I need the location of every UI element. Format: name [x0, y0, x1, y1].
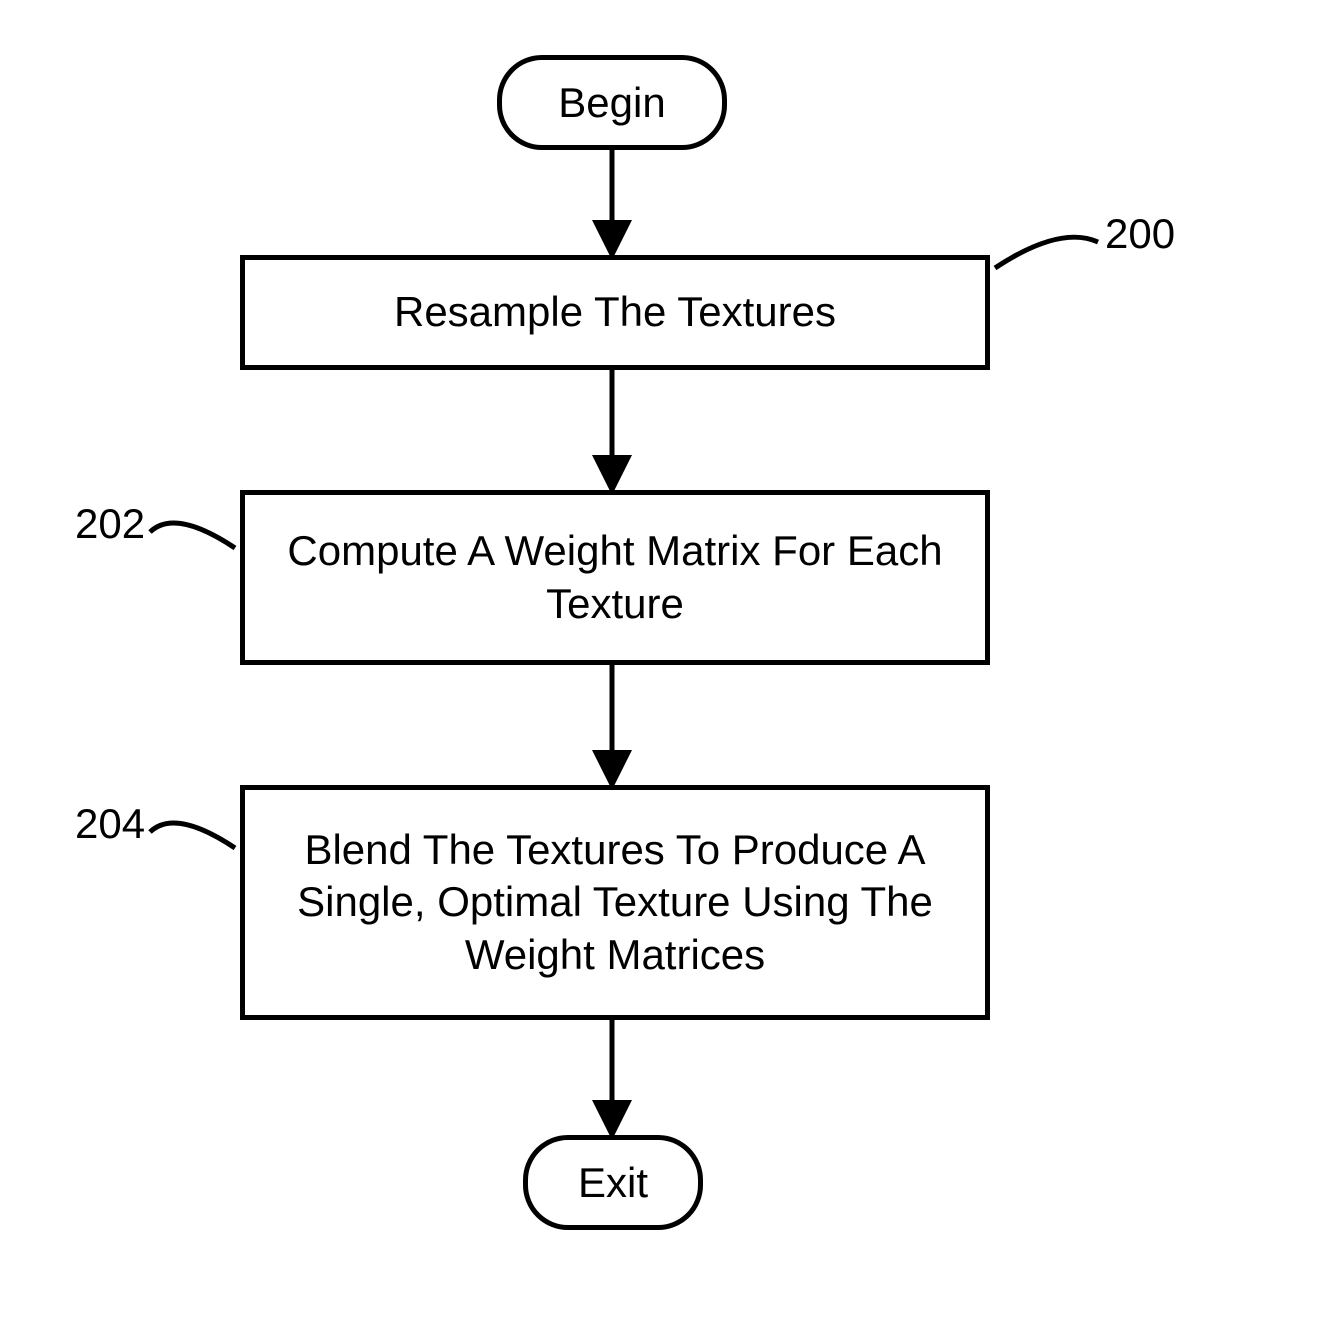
ref-200: 200 [1105, 210, 1175, 258]
node-step3-label: Blend The Textures To Produce A Single, … [265, 824, 965, 982]
node-step1-label: Resample The Textures [394, 286, 836, 339]
flowchart-canvas: Begin Resample The Textures Compute A We… [0, 0, 1325, 1319]
node-exit: Exit [523, 1135, 703, 1230]
node-begin: Begin [497, 55, 727, 150]
node-step1: Resample The Textures [240, 255, 990, 370]
ref-204: 204 [75, 800, 145, 848]
leader-200 [995, 237, 1098, 268]
node-begin-label: Begin [558, 79, 665, 127]
node-step2: Compute A Weight Matrix For Each Texture [240, 490, 990, 665]
leader-204 [150, 823, 235, 848]
node-step3: Blend The Textures To Produce A Single, … [240, 785, 990, 1020]
leader-202 [150, 523, 235, 548]
node-step2-label: Compute A Weight Matrix For Each Texture [265, 525, 965, 630]
ref-202: 202 [75, 500, 145, 548]
node-exit-label: Exit [578, 1159, 648, 1207]
